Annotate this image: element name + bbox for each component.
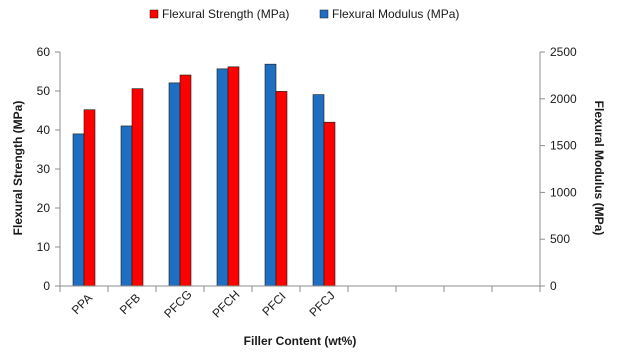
left-tick-label: 10	[37, 240, 51, 254]
strength-bar	[227, 66, 240, 287]
left-tick-label: 50	[37, 84, 51, 98]
left-tick-label: 40	[37, 123, 51, 137]
left-tick-label: 0	[43, 279, 50, 293]
strength-bar	[83, 109, 96, 287]
left-axis-ticks: 0 10 20 30 40 50 60	[37, 45, 60, 293]
x-axis-ticks: PPA PFB PFCG PFCH PFCI PFCJ	[59, 286, 541, 321]
strength-bar	[323, 121, 336, 287]
x-tick-label: PPA	[69, 291, 95, 317]
x-tick-label: PFCH	[209, 287, 242, 320]
strength-bar	[275, 91, 288, 287]
modulus-bar	[120, 125, 133, 287]
right-axis-ticks: 0 500 1000 1500 2000 2500	[540, 45, 577, 293]
left-tick-label: 20	[37, 201, 51, 215]
legend-label: Flexural Strength (MPa)	[162, 7, 289, 21]
x-tick-label: PFCJ	[306, 288, 337, 319]
strength-bar	[179, 74, 192, 287]
legend-swatch	[319, 9, 329, 19]
legend-swatch	[149, 9, 159, 19]
right-axis-title: Flexural Modulus (MPa)	[592, 101, 606, 236]
modulus-bar	[264, 63, 277, 287]
left-axis-title: Flexural Strength (MPa)	[11, 101, 25, 236]
modulus-bar	[216, 68, 229, 287]
strength-bar	[131, 88, 144, 287]
axes	[59, 52, 541, 287]
right-tick-label: 2000	[550, 92, 577, 106]
right-tick-label: 500	[550, 232, 570, 246]
legend-label: Flexural Modulus (MPa)	[332, 7, 459, 21]
x-axis-title: Filler Content (wt%)	[244, 334, 357, 348]
left-tick-label: 30	[37, 162, 51, 176]
left-tick-label: 60	[37, 45, 51, 59]
x-tick-label: PFCI	[259, 289, 288, 318]
legend: Flexural Strength (MPa) Flexural Modulus …	[149, 7, 459, 21]
bars	[72, 63, 336, 287]
x-tick-label: PFB	[117, 291, 143, 317]
modulus-bar	[168, 82, 181, 287]
right-tick-label: 2500	[550, 45, 577, 59]
modulus-bar	[312, 94, 325, 287]
x-tick-label: PFCG	[161, 287, 194, 320]
right-tick-label: 1500	[550, 139, 577, 153]
right-tick-label: 1000	[550, 185, 577, 199]
right-tick-label: 0	[550, 279, 557, 293]
modulus-bar	[72, 133, 85, 287]
